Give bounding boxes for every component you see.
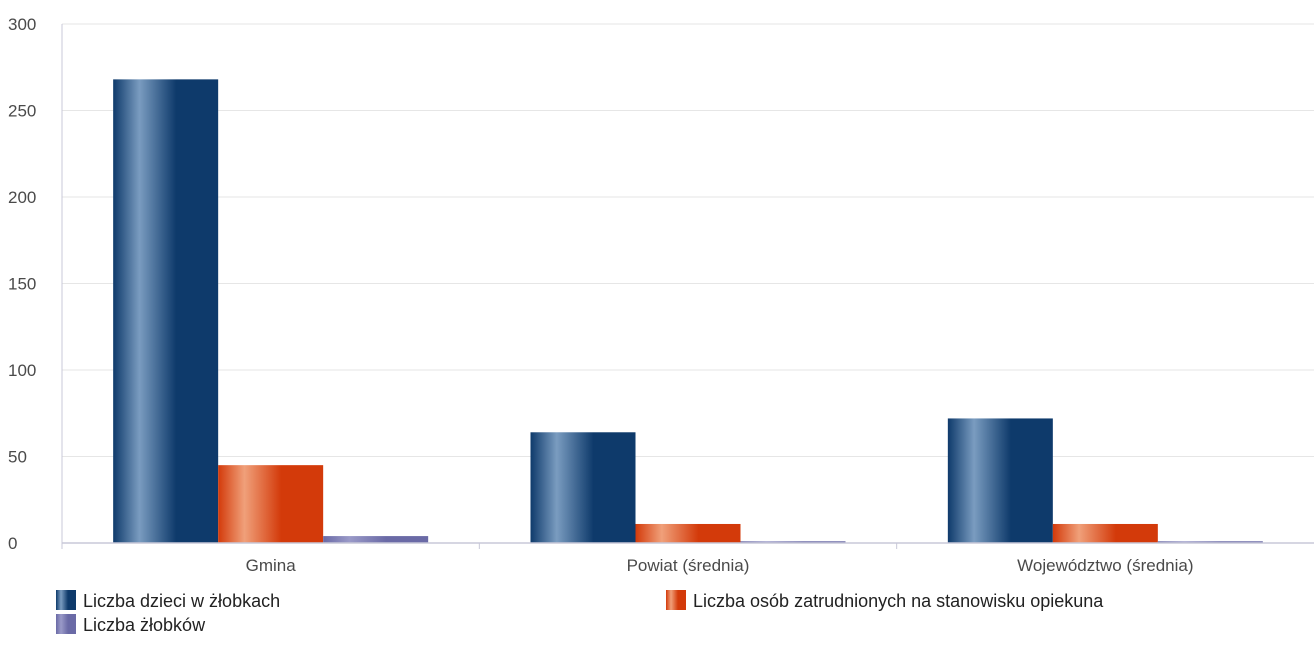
legend-label: Liczba żłobków (83, 615, 206, 635)
x-category-label: Gmina (246, 556, 297, 575)
bar-3-3[interactable] (1157, 541, 1263, 543)
legend-swatch (56, 590, 76, 610)
gridlines (62, 23, 1314, 457)
legend-item[interactable]: Liczba osób zatrudnionych na stanowisku … (666, 590, 1104, 611)
y-axis: 0 50 100 150 200 250 300 (8, 15, 63, 553)
legend-item[interactable]: Liczba dzieci w żłobkach (56, 590, 280, 611)
bar-2-3[interactable] (1052, 523, 1158, 543)
bar-1-3[interactable] (947, 418, 1053, 543)
legend-item[interactable]: Liczba żłobków (56, 614, 206, 635)
legend: Liczba dzieci w żłobkach Liczba osób zatr… (56, 590, 1104, 635)
bar-3-2[interactable] (740, 541, 846, 543)
bar-2-2[interactable] (635, 523, 741, 543)
x-axis: Gmina Powiat (średnia) Województwo (średni… (61, 542, 1314, 575)
y-tick-label: 250 (8, 102, 36, 121)
legend-label: Liczba osób zatrudnionych na stanowisku … (693, 591, 1104, 611)
legend-swatch (56, 614, 76, 634)
bar-3-1[interactable] (323, 536, 429, 543)
x-category-label: Województwo (średnia) (1017, 556, 1193, 575)
bar-2-1[interactable] (218, 465, 324, 543)
y-tick-label: 100 (8, 361, 36, 380)
y-tick-label: 150 (8, 275, 36, 294)
x-category-label: Powiat (średnia) (627, 556, 750, 575)
legend-swatch (666, 590, 686, 610)
legend-label: Liczba dzieci w żłobkach (83, 591, 280, 611)
y-tick-label: 300 (8, 15, 36, 34)
y-tick-label: 200 (8, 188, 36, 207)
bars (113, 79, 1263, 544)
y-tick-label: 50 (8, 448, 27, 467)
bar-1-1[interactable] (113, 79, 219, 544)
bar-1-2[interactable] (530, 432, 636, 543)
y-tick-label: 0 (8, 534, 17, 553)
